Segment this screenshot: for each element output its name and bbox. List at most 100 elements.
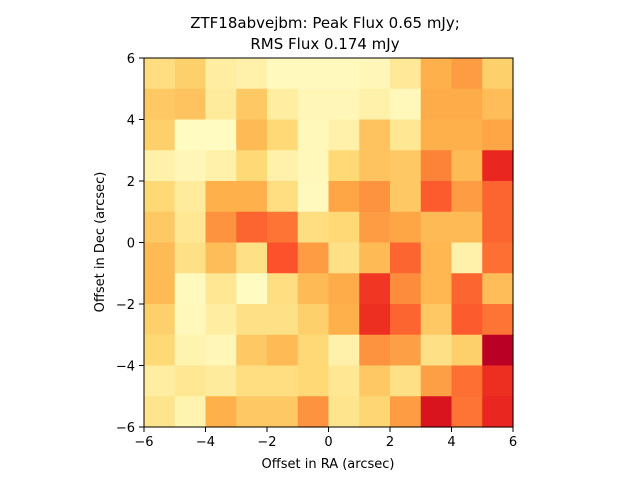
heatmap-cell [390, 242, 422, 274]
heatmap-cell [451, 119, 483, 151]
heatmap-cell [205, 211, 237, 244]
heatmap-cell [174, 58, 207, 90]
heatmap-cell [205, 119, 237, 151]
heatmap-cell [267, 150, 299, 182]
heatmap-cell [328, 181, 360, 213]
heatmap-cell [205, 273, 237, 305]
heatmap-cell [144, 334, 176, 367]
heatmap-cell [328, 119, 360, 151]
heatmap-cell [267, 396, 299, 428]
heatmap-cell [297, 150, 330, 182]
heatmap-cell [236, 273, 268, 305]
heatmap-cell [297, 304, 330, 336]
heatmap-cell [236, 211, 268, 244]
heatmap-cell [482, 273, 514, 305]
heatmap-cell [359, 273, 391, 305]
heatmap-cell [236, 181, 268, 213]
heatmap-cell [451, 211, 483, 244]
x-axis-label: Offset in RA (arcsec) [262, 457, 395, 472]
heatmap-cell [482, 150, 514, 182]
heatmap-cell [359, 242, 391, 274]
heatmap-cell [420, 211, 453, 244]
x-tick-label: 0 [324, 435, 332, 450]
x-axis-ticks: −6 −4 −2 0 2 4 6 [134, 427, 517, 450]
y-tick-label: 2 [127, 175, 135, 190]
heatmap-cell [144, 396, 176, 428]
heatmap-cell [267, 88, 299, 121]
heatmap-cell [267, 242, 299, 274]
y-tick-label: 0 [127, 237, 135, 252]
heatmap-cell [390, 396, 422, 428]
heatmap-cell [205, 304, 237, 336]
heatmap-cell [390, 119, 422, 151]
heatmap-cell [420, 181, 453, 213]
heatmap-cell [205, 396, 237, 428]
heatmap-cell [144, 150, 176, 182]
heatmap-cell [144, 304, 176, 336]
heatmap-cell [174, 365, 207, 397]
heatmap-cell [236, 304, 268, 336]
heatmap-cell [267, 119, 299, 151]
heatmap-cell [297, 242, 330, 274]
heatmap-cell [390, 365, 422, 397]
heatmap-cell [236, 58, 268, 90]
heatmap-cell [451, 88, 483, 121]
y-tick-label: −6 [116, 421, 135, 436]
heatmap-cell [174, 273, 207, 305]
heatmap-cell [482, 365, 514, 397]
heatmap-cell [174, 211, 207, 244]
heatmap-cell [359, 181, 391, 213]
heatmap-cell [482, 88, 514, 121]
heatmap-cell [297, 119, 330, 151]
heatmap-cell [174, 334, 207, 367]
heatmap-cell [267, 273, 299, 305]
heatmap-cell [390, 88, 422, 121]
heatmap-cell [297, 181, 330, 213]
heatmap-cell [297, 365, 330, 397]
heatmap-cell [482, 242, 514, 274]
heatmap-cell [390, 273, 422, 305]
x-tick-label: 6 [509, 435, 517, 450]
heatmap-cell [482, 119, 514, 151]
heatmap-cell [328, 242, 360, 274]
heatmap-cell [420, 150, 453, 182]
heatmap-cell [451, 365, 483, 397]
heatmap-cell [420, 334, 453, 367]
heatmap-cell [174, 304, 207, 336]
heatmap-cell [420, 365, 453, 397]
heatmap-cell [236, 365, 268, 397]
heatmap-cell [482, 181, 514, 213]
chart-title-line-2: RMS Flux 0.174 mJy [250, 35, 399, 53]
heatmap-cell [297, 273, 330, 305]
chart-title-line-1: ZTF18abvejbm: Peak Flux 0.65 mJy; [190, 14, 460, 32]
y-tick-label: 4 [127, 114, 135, 129]
heatmap-cell [174, 88, 207, 121]
heatmap-cell [451, 181, 483, 213]
heatmap-cell [451, 273, 483, 305]
heatmap-cell [144, 119, 176, 151]
heatmap-cell [174, 242, 207, 274]
heatmap-cell [267, 365, 299, 397]
heatmap-cell [297, 211, 330, 244]
heatmap-cell [451, 58, 483, 90]
heatmap-cell [390, 211, 422, 244]
heatmap-cell [144, 181, 176, 213]
heatmap-cell [420, 58, 453, 90]
heatmap-cell [390, 304, 422, 336]
heatmap-cell [420, 119, 453, 151]
heatmap-cell [482, 211, 514, 244]
heatmap-cell [328, 150, 360, 182]
heatmap-cell [328, 211, 360, 244]
x-tick-label: −6 [134, 435, 153, 450]
heatmap-cell [144, 211, 176, 244]
heatmap-cell [390, 181, 422, 213]
heatmap-cell [297, 88, 330, 121]
x-tick-label: −2 [257, 435, 276, 450]
y-axis-ticks: −6 −4 −2 0 2 4 6 [116, 52, 144, 436]
heatmap-cell [359, 119, 391, 151]
heatmap-cell [359, 365, 391, 397]
heatmap-cell [482, 58, 514, 90]
heatmap-cell [236, 150, 268, 182]
heatmap-cell [451, 150, 483, 182]
